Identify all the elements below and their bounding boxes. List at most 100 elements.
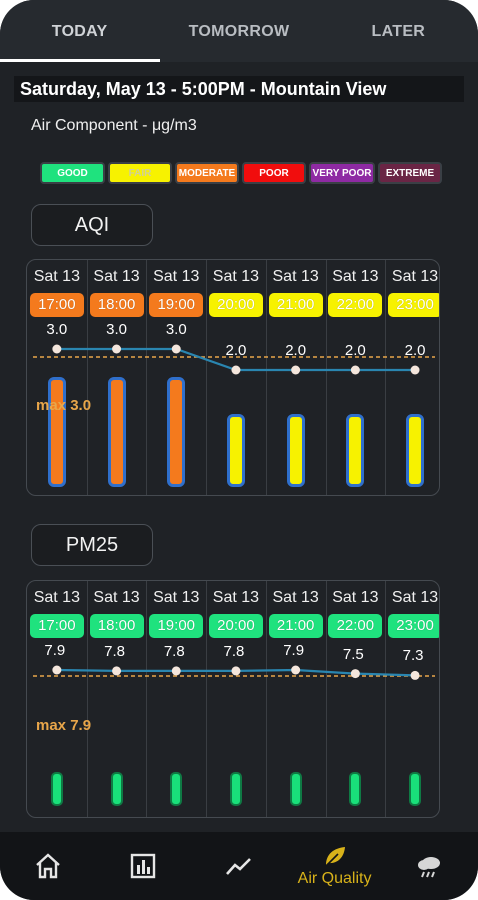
day-label: Sat 13 [391,589,439,606]
column-separator [86,260,88,495]
day-label: Sat 13 [93,589,140,606]
hour-chip[interactable]: 19:00 [149,614,204,638]
data-point [350,365,360,375]
data-point [410,670,420,680]
aqi-section-title[interactable]: AQI [31,204,153,246]
pm25-forecast-panel: Sat 13 17:00 Sat 13 18:00 Sat 13 19:00 Sat 13 2… [26,580,440,818]
trend-chart [33,344,435,375]
trend-line-icon [226,858,251,875]
subtitle: Air Component - μg/m3 [31,117,197,134]
day-label: Sat 13 [212,589,260,606]
bottom-nav: Air Quality [0,832,478,900]
value-bar [50,772,63,806]
value-label: 2.0 [344,342,366,359]
day-label: Sat 13 [153,589,200,606]
value-label: 2.0 [285,342,307,359]
hour-chip[interactable]: 22:00 [328,293,383,317]
data-point [112,344,122,354]
hour-chip[interactable]: 17:00 [29,293,84,317]
legend-very-poor: VERY POOR [309,162,375,184]
value-bar [170,772,183,806]
value-bar [47,377,66,487]
nav-weather[interactable] [382,832,478,900]
day-label: Sat 13 [391,268,439,285]
value-bar [107,377,126,487]
hour-chip[interactable]: 23:00 [388,614,439,638]
value-label: 2.0 [404,342,426,359]
cloud-rain-icon [418,857,441,878]
value-bar [289,772,302,806]
max-value-label: max 3.0 [36,397,92,414]
value-bar [167,377,186,487]
value-label: 3.0 [106,321,127,338]
leaf-icon [325,847,345,867]
home-icon [35,853,60,879]
data-point [231,666,241,676]
data-point [291,365,301,375]
legend-good: GOOD [40,162,105,184]
value-label: 7.8 [104,642,125,660]
day-label: Sat 13 [332,268,379,285]
hour-chip[interactable]: 20:00 [208,293,263,317]
value-bar [286,413,305,487]
day-label: Sat 13 [33,589,80,606]
column-separator [325,260,327,495]
tab-today[interactable]: TODAY [51,23,108,40]
data-point [112,666,122,676]
page-title: Saturday, May 13 - 5:00PM - Mountain Vie… [14,76,464,102]
hour-chip[interactable]: 17:00 [29,614,84,638]
value-label: 7.9 [44,642,66,659]
pm25-section-title[interactable]: PM25 [31,524,153,566]
data-point [52,665,62,675]
column-separator [206,581,208,817]
hour-chip[interactable]: 22:00 [328,614,383,638]
legend-extreme: EXTREME [378,162,442,184]
day-label: Sat 13 [272,268,319,285]
value-label: 7.5 [342,645,364,663]
data-point [410,365,420,375]
column-separator [265,581,267,817]
data-point [171,666,181,676]
hour-chip[interactable]: 21:00 [268,614,323,638]
value-bar [226,413,245,487]
column-separator [86,581,88,817]
hour-chip[interactable]: 23:00 [388,293,439,317]
value-label: 7.8 [163,642,185,660]
tab-bar: TODAY TOMORROW LATER [0,0,478,62]
hour-chip[interactable]: 18:00 [89,614,144,638]
nav-air-quality-label: Air Quality [297,870,372,887]
day-label: Sat 13 [153,268,200,285]
data-point [350,669,360,679]
nav-trend[interactable] [191,832,287,900]
column-separator [146,581,148,817]
column-separator [146,260,148,495]
day-label: Sat 13 [93,268,140,285]
tab-tomorrow[interactable]: TOMORROW [188,23,290,40]
value-bar [229,772,242,806]
hour-chip[interactable]: 20:00 [208,614,263,638]
hour-chip[interactable]: 19:00 [149,293,204,317]
value-label: 3.0 [46,321,68,338]
value-label: 7.8 [223,642,245,660]
tab-later[interactable]: LATER [371,23,426,40]
value-label: 3.0 [165,321,187,338]
hour-chip[interactable]: 21:00 [268,293,323,317]
data-point [231,365,241,375]
value-label: 2.0 [225,342,247,359]
value-bar [409,772,422,806]
hour-chip[interactable]: 18:00 [89,293,144,317]
legend-moderate: MODERATE [175,162,239,184]
day-label: Sat 13 [272,589,319,606]
nav-home[interactable] [0,832,96,900]
bar-chart-icon [131,853,156,879]
data-point [52,344,62,354]
aqi-forecast-panel: Sat 13 17:00 Sat 13 18:00 Sat 13 19:00 Sat 13 2… [26,259,440,496]
column-separator [206,260,208,495]
nav-air-quality[interactable]: Air Quality [287,832,383,900]
day-label: Sat 13 [332,589,379,606]
nav-chart[interactable] [96,832,192,900]
max-value-label: max 7.9 [36,717,92,734]
value-bar [406,413,425,487]
value-label: 7.3 [402,647,424,665]
